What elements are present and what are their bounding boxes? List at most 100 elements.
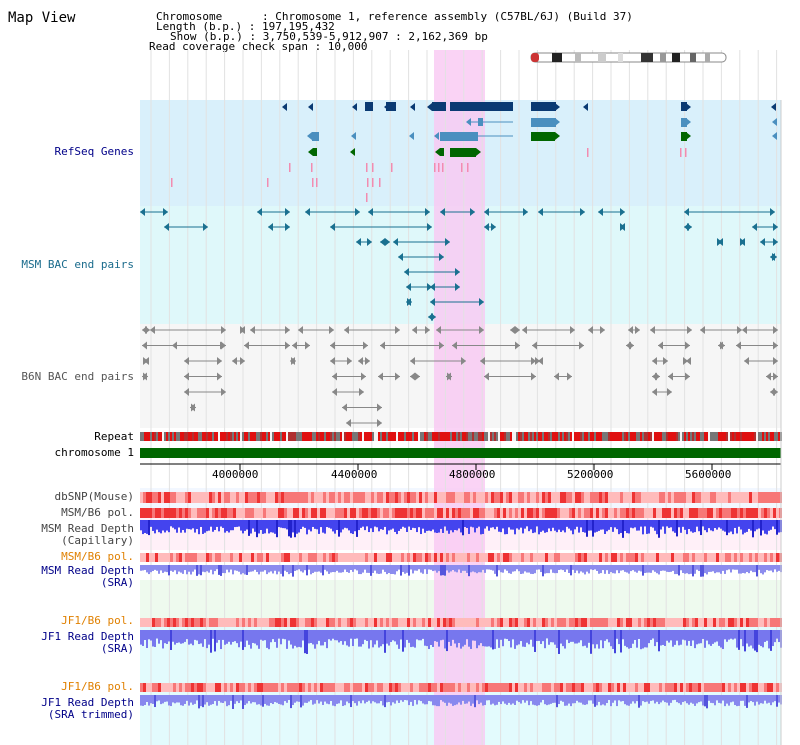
track-label-b6n-bac[interactable]: B6N BAC end pairs	[21, 370, 134, 383]
track-label-msm-depth-capillary[interactable]: MSM Read Depth	[41, 522, 134, 535]
repeat-block	[514, 432, 516, 441]
heat-cell	[767, 492, 770, 503]
track-label-jf1-b6-pol[interactable]: JF1/B6 pol.	[61, 614, 134, 627]
axis-tick-label: 5200000	[567, 468, 614, 481]
repeat-block	[452, 432, 454, 441]
read-depth-tracks[interactable]	[140, 520, 782, 709]
depth-bar	[730, 695, 732, 703]
depth-bar	[240, 565, 242, 575]
bac-end	[305, 341, 310, 350]
repeat-block	[422, 432, 424, 441]
heat-cell	[584, 683, 587, 692]
bac-end	[329, 326, 334, 334]
heat-cell	[758, 508, 761, 518]
heat-cell	[419, 683, 422, 692]
gene-pink-mark	[379, 178, 381, 187]
chromosome-ideogram[interactable]	[530, 52, 727, 63]
depth-bar	[688, 565, 690, 575]
track-label-msm-b6-pol-2[interactable]: MSM/B6 pol.	[61, 550, 134, 563]
heat-cell	[458, 492, 461, 503]
heat-cell	[668, 553, 671, 562]
heat-cell	[641, 492, 644, 503]
depth-bar	[352, 565, 354, 572]
depth-bar	[686, 565, 688, 574]
track-label-repeat[interactable]: Repeat	[94, 430, 134, 443]
depth-bar	[426, 630, 428, 647]
depth-bar	[154, 520, 156, 534]
depth-bar	[186, 520, 188, 529]
bac-end	[440, 208, 445, 216]
repeat-block	[394, 432, 396, 441]
depth-bar	[204, 565, 206, 573]
depth-bar	[468, 565, 470, 577]
gene-arrow	[434, 132, 439, 140]
heat-cell	[695, 618, 698, 627]
heat-cell	[362, 492, 365, 503]
bac-end	[221, 326, 226, 334]
heat-cell	[380, 683, 383, 692]
depth-bar	[198, 695, 200, 709]
heatmap-tracks[interactable]	[140, 492, 782, 692]
depth-bar	[450, 695, 452, 704]
heat-cell	[746, 553, 749, 562]
repeat-block	[666, 432, 668, 441]
heat-cell	[503, 683, 506, 692]
repeat-track[interactable]	[140, 432, 782, 441]
depth-bar	[704, 520, 706, 531]
depth-bar	[702, 520, 704, 527]
depth-bar	[312, 695, 314, 705]
track-label-jf1-depth-trimmed[interactable]: JF1 Read Depth	[41, 696, 134, 709]
depth-bar	[664, 520, 666, 534]
depth-bar	[264, 565, 266, 571]
heat-cell	[443, 553, 446, 562]
track-label-msm-b6-pol[interactable]: MSM/B6 pol.	[61, 506, 134, 519]
heat-cell	[209, 508, 212, 518]
heat-cell	[731, 508, 734, 518]
heat-cell	[602, 492, 605, 503]
bac-end	[772, 253, 777, 261]
heat-cell	[287, 492, 290, 503]
track-label-dbsnp[interactable]: dbSNP(Mouse)	[54, 490, 134, 503]
track-label-refseq[interactable]: RefSeq Genes	[54, 145, 134, 158]
depth-bar	[402, 695, 404, 702]
heat-cell	[314, 508, 317, 518]
depth-bar	[778, 630, 780, 643]
heat-cell	[770, 492, 773, 503]
bac-end	[766, 372, 771, 381]
heat-cell	[380, 508, 383, 518]
b6n-bac-features[interactable]	[142, 326, 778, 427]
depth-bar	[298, 565, 300, 570]
depth-bar	[506, 695, 508, 705]
depth-bar	[762, 520, 764, 531]
depth-bar	[396, 565, 398, 572]
heat-cell	[389, 553, 392, 562]
heat-cell	[356, 492, 359, 503]
track-label-chromosome[interactable]: chromosome 1	[54, 446, 134, 459]
depth-bar	[758, 695, 760, 705]
gene-arrow	[555, 103, 560, 111]
heat-cell	[266, 508, 269, 518]
heat-cell	[188, 553, 191, 562]
msm-bac-features[interactable]	[140, 208, 778, 321]
heat-cell	[665, 618, 668, 627]
heat-cell	[218, 683, 221, 692]
track-label-msm-depth-sra[interactable]: MSM Read Depth	[41, 564, 134, 577]
refseq-gene-features[interactable]	[171, 102, 777, 202]
bac-end	[427, 283, 432, 291]
repeat-block	[656, 432, 658, 441]
bac-end	[620, 208, 625, 216]
depth-bar	[156, 565, 158, 571]
heat-cell	[476, 553, 479, 562]
depth-bar	[724, 695, 726, 707]
chromosome-bar[interactable]	[140, 448, 781, 458]
heat-cell	[659, 508, 662, 518]
heat-cell	[401, 492, 404, 503]
depth-bar	[280, 520, 282, 528]
track-label-jf1-depth-sra[interactable]: JF1 Read Depth	[41, 630, 134, 643]
heat-cell	[740, 618, 743, 627]
bac-end	[532, 341, 537, 350]
repeat-block	[692, 432, 694, 441]
track-label-jf1-b6-pol-2[interactable]: JF1/B6 pol.	[61, 680, 134, 693]
track-label-msm-bac[interactable]: MSM BAC end pairs	[21, 258, 134, 271]
